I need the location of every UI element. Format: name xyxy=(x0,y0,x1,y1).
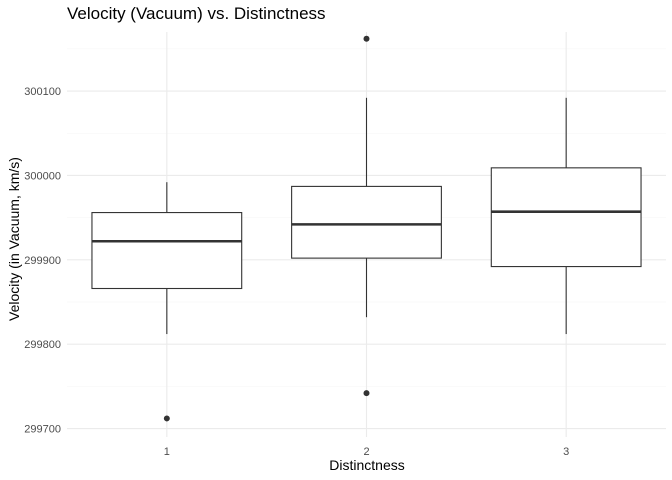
x-tick-label: 3 xyxy=(563,446,569,458)
box-group-1 xyxy=(91,182,243,422)
x-axis-title: Distinctness xyxy=(329,457,404,473)
outlier-point xyxy=(163,415,170,422)
box-group-2 xyxy=(291,35,442,397)
y-tick-label: 299800 xyxy=(24,339,61,351)
chart-title: Velocity (Vacuum) vs. Distinctness xyxy=(67,4,326,23)
iqr-box xyxy=(291,185,442,259)
outlier-point xyxy=(363,390,370,397)
x-tick-label: 1 xyxy=(164,446,170,458)
iqr-box xyxy=(91,212,243,290)
y-axis-title: Velocity (in Vacuum, km/s) xyxy=(6,157,22,321)
y-tick-label: 299900 xyxy=(24,255,61,267)
y-tick-label: 299700 xyxy=(24,424,61,436)
iqr-box xyxy=(490,167,642,268)
box-layer xyxy=(91,35,642,422)
y-tick-label: 300000 xyxy=(24,170,61,182)
axis-layer: 299700 299800 299900 300000 300100 1 2 3 xyxy=(24,86,569,458)
box-group-3 xyxy=(490,97,642,335)
x-tick-label: 2 xyxy=(363,446,369,458)
outlier-point xyxy=(363,35,370,42)
y-tick-label: 300100 xyxy=(24,86,61,98)
